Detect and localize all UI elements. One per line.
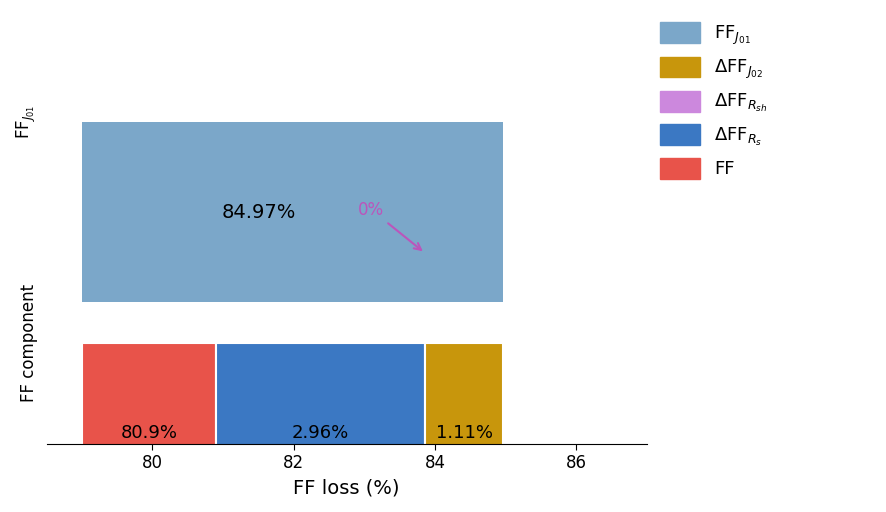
Text: 0%: 0% — [358, 201, 421, 250]
Bar — [82, 122, 503, 303]
Text: 84.97%: 84.97% — [222, 203, 296, 222]
Bar — [216, 343, 425, 512]
Bar — [82, 343, 216, 512]
Text: 80.9%: 80.9% — [120, 424, 177, 442]
Bar — [425, 343, 503, 512]
Text: 2.96%: 2.96% — [291, 424, 349, 442]
Legend: FF$_{J_{01}}$, $\Delta$FF$_{J_{02}}$, $\Delta$FF$_{R_{sh}}$, $\Delta$FF$_{R_s}$,: FF$_{J_{01}}$, $\Delta$FF$_{J_{02}}$, $\… — [653, 15, 775, 186]
X-axis label: FF loss (%): FF loss (%) — [293, 478, 400, 497]
Text: 1.11%: 1.11% — [436, 424, 493, 442]
